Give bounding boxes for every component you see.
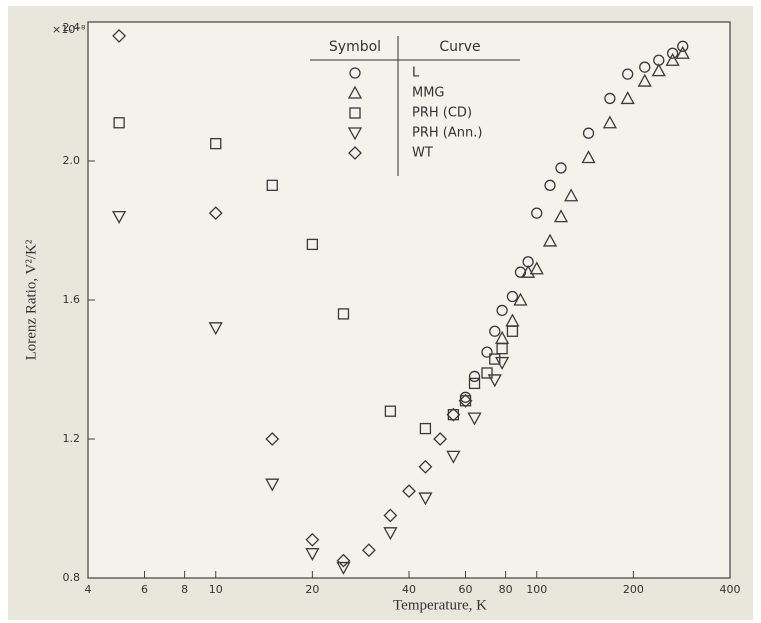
x-tick-label: 200 (623, 583, 644, 596)
marker (506, 290, 519, 303)
marker (418, 492, 433, 506)
marker (458, 393, 473, 408)
marker (468, 377, 481, 390)
marker (383, 527, 398, 541)
marker (459, 395, 472, 407)
x-tick-label: 400 (720, 583, 741, 596)
marker (305, 532, 320, 547)
x-tick-label: 60 (459, 583, 473, 596)
marker (481, 367, 493, 379)
marker (112, 28, 127, 43)
plot-frame (87, 21, 731, 579)
marker (496, 342, 508, 355)
y-tick-label: 0.8 (63, 571, 81, 584)
x-axis-title: Temperature, K (393, 597, 487, 613)
marker (506, 325, 519, 337)
marker (637, 73, 652, 87)
marker (433, 432, 448, 446)
legend-marker (347, 127, 363, 141)
marker (622, 68, 634, 80)
marker (337, 308, 350, 320)
x-tick-label: 100 (526, 583, 547, 596)
marker (564, 188, 579, 202)
x-tick-label: 6 (141, 583, 148, 596)
marker (402, 484, 416, 499)
marker (112, 210, 127, 224)
x-tick-label: 8 (181, 583, 188, 596)
marker (677, 40, 689, 52)
marker (418, 459, 433, 474)
marker (361, 543, 376, 558)
legend-label: MMG (412, 86, 445, 101)
marker (208, 206, 223, 221)
legend-label: PRH (Ann.) (412, 126, 482, 141)
marker (265, 432, 280, 446)
x-tick-label: 40 (402, 583, 416, 596)
marker (513, 292, 528, 306)
legend-label: PRH (CD) (412, 106, 472, 121)
marker (553, 209, 569, 223)
marker (620, 91, 635, 105)
marker (208, 322, 223, 336)
marker (447, 409, 460, 421)
legend-marker (347, 85, 363, 99)
legend-header: Curve (439, 39, 480, 55)
marker (639, 61, 651, 73)
marker (529, 261, 544, 275)
y-multiplier: ×10⁻⁸ (52, 23, 86, 36)
marker (602, 115, 617, 129)
marker (467, 412, 482, 426)
y-tick-label: 2.0 (63, 154, 81, 167)
marker (666, 47, 679, 59)
marker (495, 356, 510, 370)
legend: Symbol Curve (310, 36, 520, 176)
legend-marker (348, 146, 362, 160)
marker (675, 45, 690, 59)
marker (384, 405, 397, 417)
marker (336, 561, 351, 575)
x-tick-label: 80 (499, 583, 513, 596)
legend-marker (349, 67, 361, 79)
marker (544, 179, 556, 191)
y-axis-title: Lorenz Ratio, V²/K² (23, 239, 39, 360)
marker (446, 407, 461, 422)
marker (555, 162, 567, 174)
y-tick-label: 1.6 (63, 293, 81, 306)
x-tick-label: 4 (85, 583, 92, 596)
marker (468, 370, 481, 383)
marker (531, 207, 543, 219)
legend-marker (349, 107, 361, 119)
y-tick-label: 1.2 (63, 432, 81, 445)
marker (306, 238, 319, 251)
marker (419, 422, 432, 435)
marker (489, 353, 501, 365)
marker (305, 548, 320, 562)
marker (651, 63, 666, 77)
marker (336, 553, 351, 568)
marker (542, 233, 558, 247)
legend-label: L (412, 66, 420, 81)
legend-label: WT (412, 146, 433, 161)
x-tick-label: 20 (305, 583, 319, 596)
marker (581, 150, 596, 164)
marker (665, 52, 680, 66)
marker (113, 117, 125, 129)
y-tick-label: 2.4 (63, 21, 81, 34)
marker (265, 478, 280, 492)
x-tick-label: 10 (209, 583, 223, 596)
marker (604, 92, 616, 105)
marker (487, 374, 502, 388)
marker (266, 179, 278, 191)
marker (582, 127, 595, 139)
marker (496, 304, 508, 317)
marker (383, 508, 398, 523)
marker (446, 450, 461, 464)
legend-header: Symbol (329, 39, 381, 55)
marker (210, 137, 222, 150)
marker (481, 346, 493, 358)
marker (489, 325, 501, 337)
